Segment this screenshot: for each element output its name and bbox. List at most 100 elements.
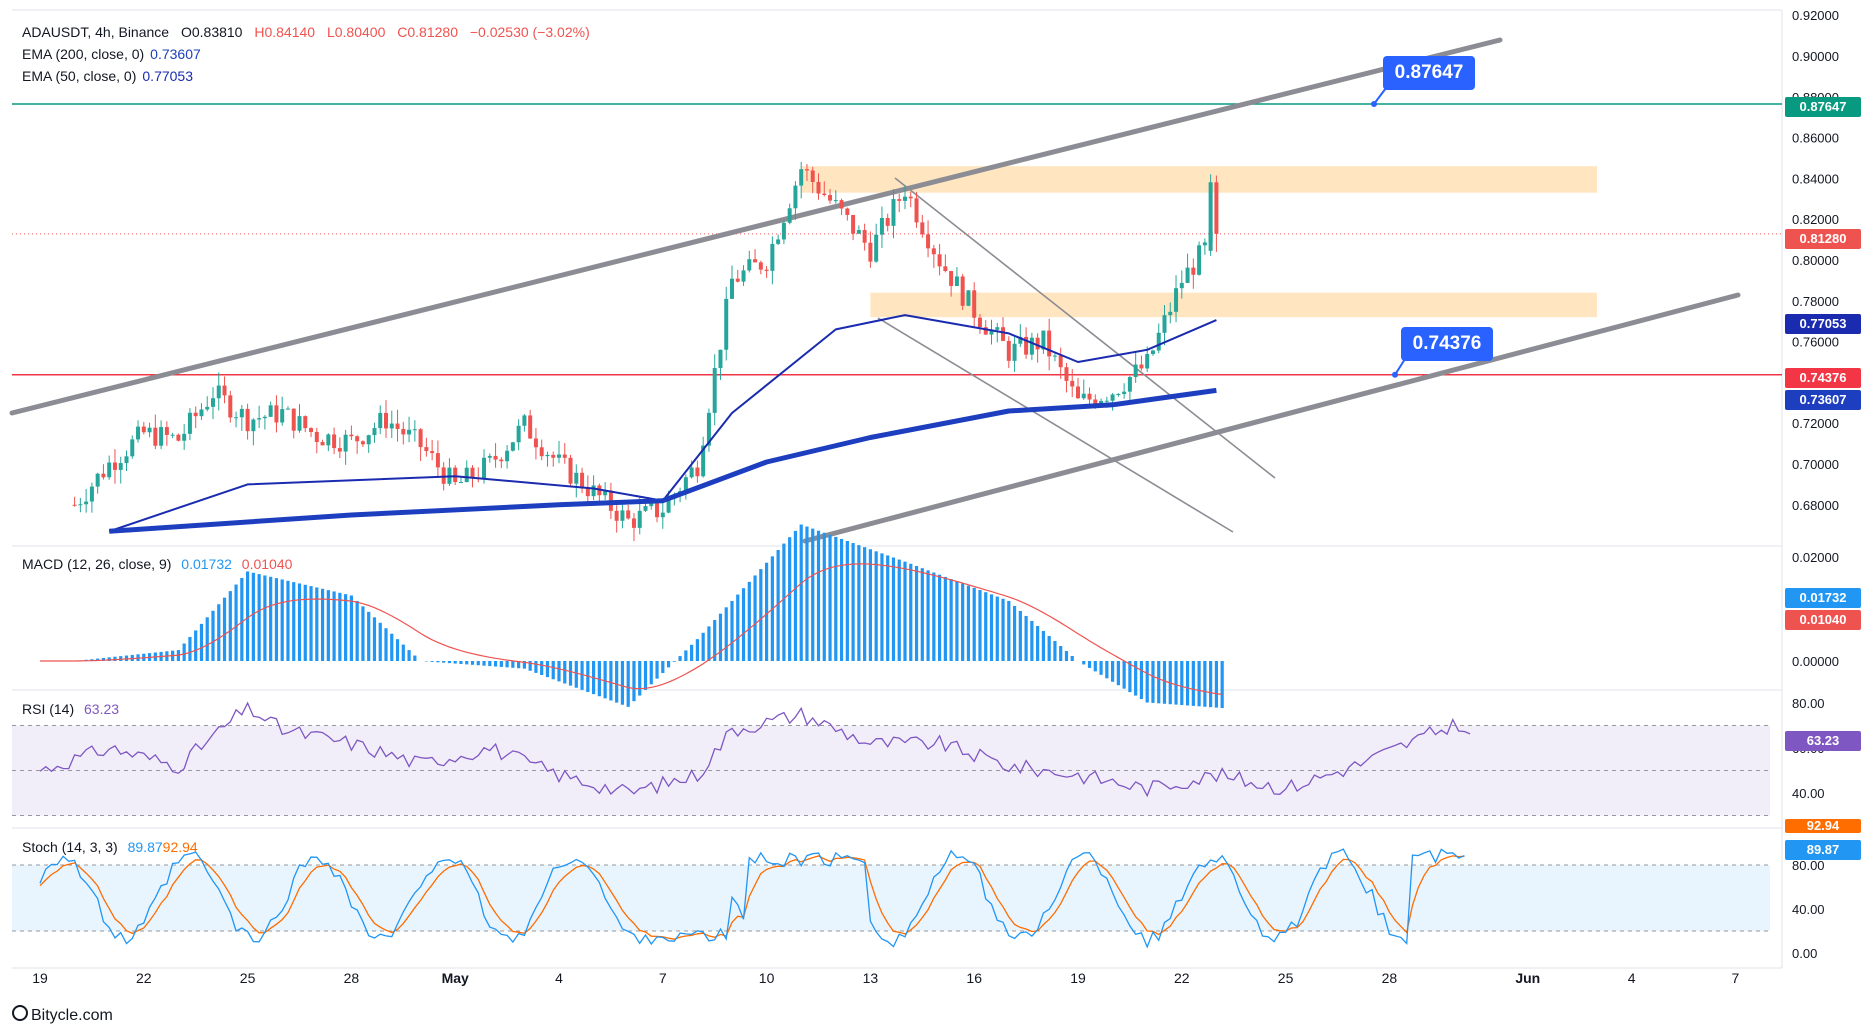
candle-body — [95, 473, 100, 487]
symbol-title[interactable]: ADAUSDT, 4h, Binance — [22, 24, 170, 40]
macd-histogram-bar — [205, 617, 209, 661]
candle-body — [1104, 400, 1109, 402]
macd-histogram-bar — [1041, 630, 1045, 661]
macd-histogram-bar — [551, 661, 555, 680]
macd-histogram-bar — [1220, 661, 1224, 709]
macd-histogram-bar — [903, 561, 907, 661]
macd-histogram-bar — [459, 661, 463, 664]
macd-value: 0.01732 — [181, 556, 232, 572]
macd-histogram-bar — [303, 584, 307, 661]
candle-body — [407, 429, 412, 435]
price-tick-label: 0.90000 — [1792, 49, 1839, 64]
candle-body — [851, 214, 856, 234]
candle-body — [424, 447, 429, 452]
macd-histogram-bar — [863, 547, 867, 661]
macd-histogram-bar — [217, 604, 221, 661]
candle-body — [124, 456, 129, 464]
stoch-legend[interactable]: Stoch (14, 3, 3) 89.8792.94 — [22, 839, 198, 855]
candle-body — [153, 427, 158, 446]
candle-body — [257, 418, 262, 420]
support-callout[interactable]: 0.74376 — [1401, 327, 1493, 361]
macd-histogram-bar — [897, 559, 901, 661]
candle-body — [164, 427, 169, 435]
candle-body — [816, 181, 821, 194]
rsi-badge: 63.23 — [1785, 731, 1861, 751]
macd-histogram-bar — [1122, 661, 1126, 689]
macd-histogram-bar — [747, 581, 751, 661]
candle-body — [1168, 311, 1173, 316]
candle-body — [234, 417, 239, 419]
candle-body — [205, 406, 210, 410]
candle-body — [995, 327, 1000, 330]
watermark[interactable]: Bitycle.com — [12, 1004, 113, 1025]
ema50-legend[interactable]: EMA (50, close, 0) 0.77053 — [22, 65, 193, 87]
candle-body — [574, 472, 579, 484]
macd-histogram-bar — [839, 538, 844, 661]
price-tick-label: 0.82000 — [1792, 212, 1839, 227]
candle-body — [303, 416, 308, 429]
macd-histogram-bar — [1105, 661, 1109, 679]
macd-histogram-bar — [488, 661, 492, 667]
macd-histogram-bar — [909, 563, 913, 661]
candle-body — [966, 290, 971, 306]
rsi-label: RSI (14) — [22, 701, 75, 717]
macd-histogram-bar — [868, 549, 872, 661]
macd-histogram-bar — [1151, 661, 1155, 703]
macd-histogram-bar — [1001, 598, 1005, 661]
candle-body — [943, 266, 948, 272]
macd-histogram-bar — [1082, 661, 1086, 665]
macd-histogram-bar — [972, 587, 976, 661]
macd-histogram-bar — [511, 661, 515, 668]
candle-body — [810, 170, 815, 182]
macd-histogram-bar — [932, 572, 936, 661]
macd-histogram-bar — [580, 661, 584, 690]
resistance-callout[interactable]: 0.87647 — [1383, 56, 1475, 90]
macd-legend[interactable]: MACD (12, 26, close, 9) 0.01732 0.01040 — [22, 556, 292, 572]
macd-histogram-bar — [332, 591, 336, 661]
macd-histogram-bar — [1087, 661, 1092, 668]
macd-histogram-bar — [436, 661, 440, 663]
macd-histogram-bar — [568, 661, 573, 686]
candle-body — [159, 427, 164, 446]
macd-histogram-bar — [1111, 661, 1115, 682]
time-tick-label: 28 — [1382, 970, 1398, 986]
macd-histogram-bar — [309, 586, 313, 661]
rsi-legend[interactable]: RSI (14) 63.23 — [22, 701, 119, 717]
candle-body — [72, 504, 77, 506]
time-tick-label: 16 — [966, 970, 982, 986]
candle-body — [683, 477, 688, 492]
macd-histogram-bar — [182, 643, 186, 661]
candle-body — [689, 467, 694, 478]
macd-histogram-bar — [609, 661, 613, 701]
price-tick-label: 0.84000 — [1792, 171, 1839, 186]
candle-body — [435, 453, 440, 468]
candle-body — [1012, 343, 1017, 361]
macd-histogram-bar — [90, 659, 94, 661]
candle-body — [297, 416, 302, 431]
candle-body — [170, 434, 175, 436]
candle-body — [187, 412, 192, 434]
candles-group — [72, 161, 1219, 542]
candle-body — [1162, 315, 1167, 333]
ema200-legend[interactable]: EMA (200, close, 0) 0.73607 — [22, 43, 201, 65]
macd-histogram-bar — [695, 639, 699, 661]
candle-body — [482, 457, 487, 479]
macd-histogram-bar — [926, 570, 930, 661]
ema50-value: 0.77053 — [142, 68, 193, 84]
candle-body — [499, 459, 504, 462]
candle-body — [395, 423, 400, 429]
candle-body — [626, 510, 631, 519]
macd-histogram-bar — [713, 620, 717, 661]
macd-histogram-bar — [269, 576, 273, 661]
candle-body — [712, 368, 717, 413]
macd-histogram-bar — [1053, 640, 1057, 661]
candle-body — [539, 447, 544, 457]
macd-badge: 0.01732 — [1785, 588, 1861, 608]
candle-body — [441, 467, 446, 484]
macd-histogram-bar — [361, 606, 365, 661]
macd-histogram-bar — [199, 623, 204, 661]
candle-body — [136, 426, 141, 440]
macd-histogram-bar — [447, 661, 452, 664]
macd-histogram-bar — [938, 574, 942, 661]
